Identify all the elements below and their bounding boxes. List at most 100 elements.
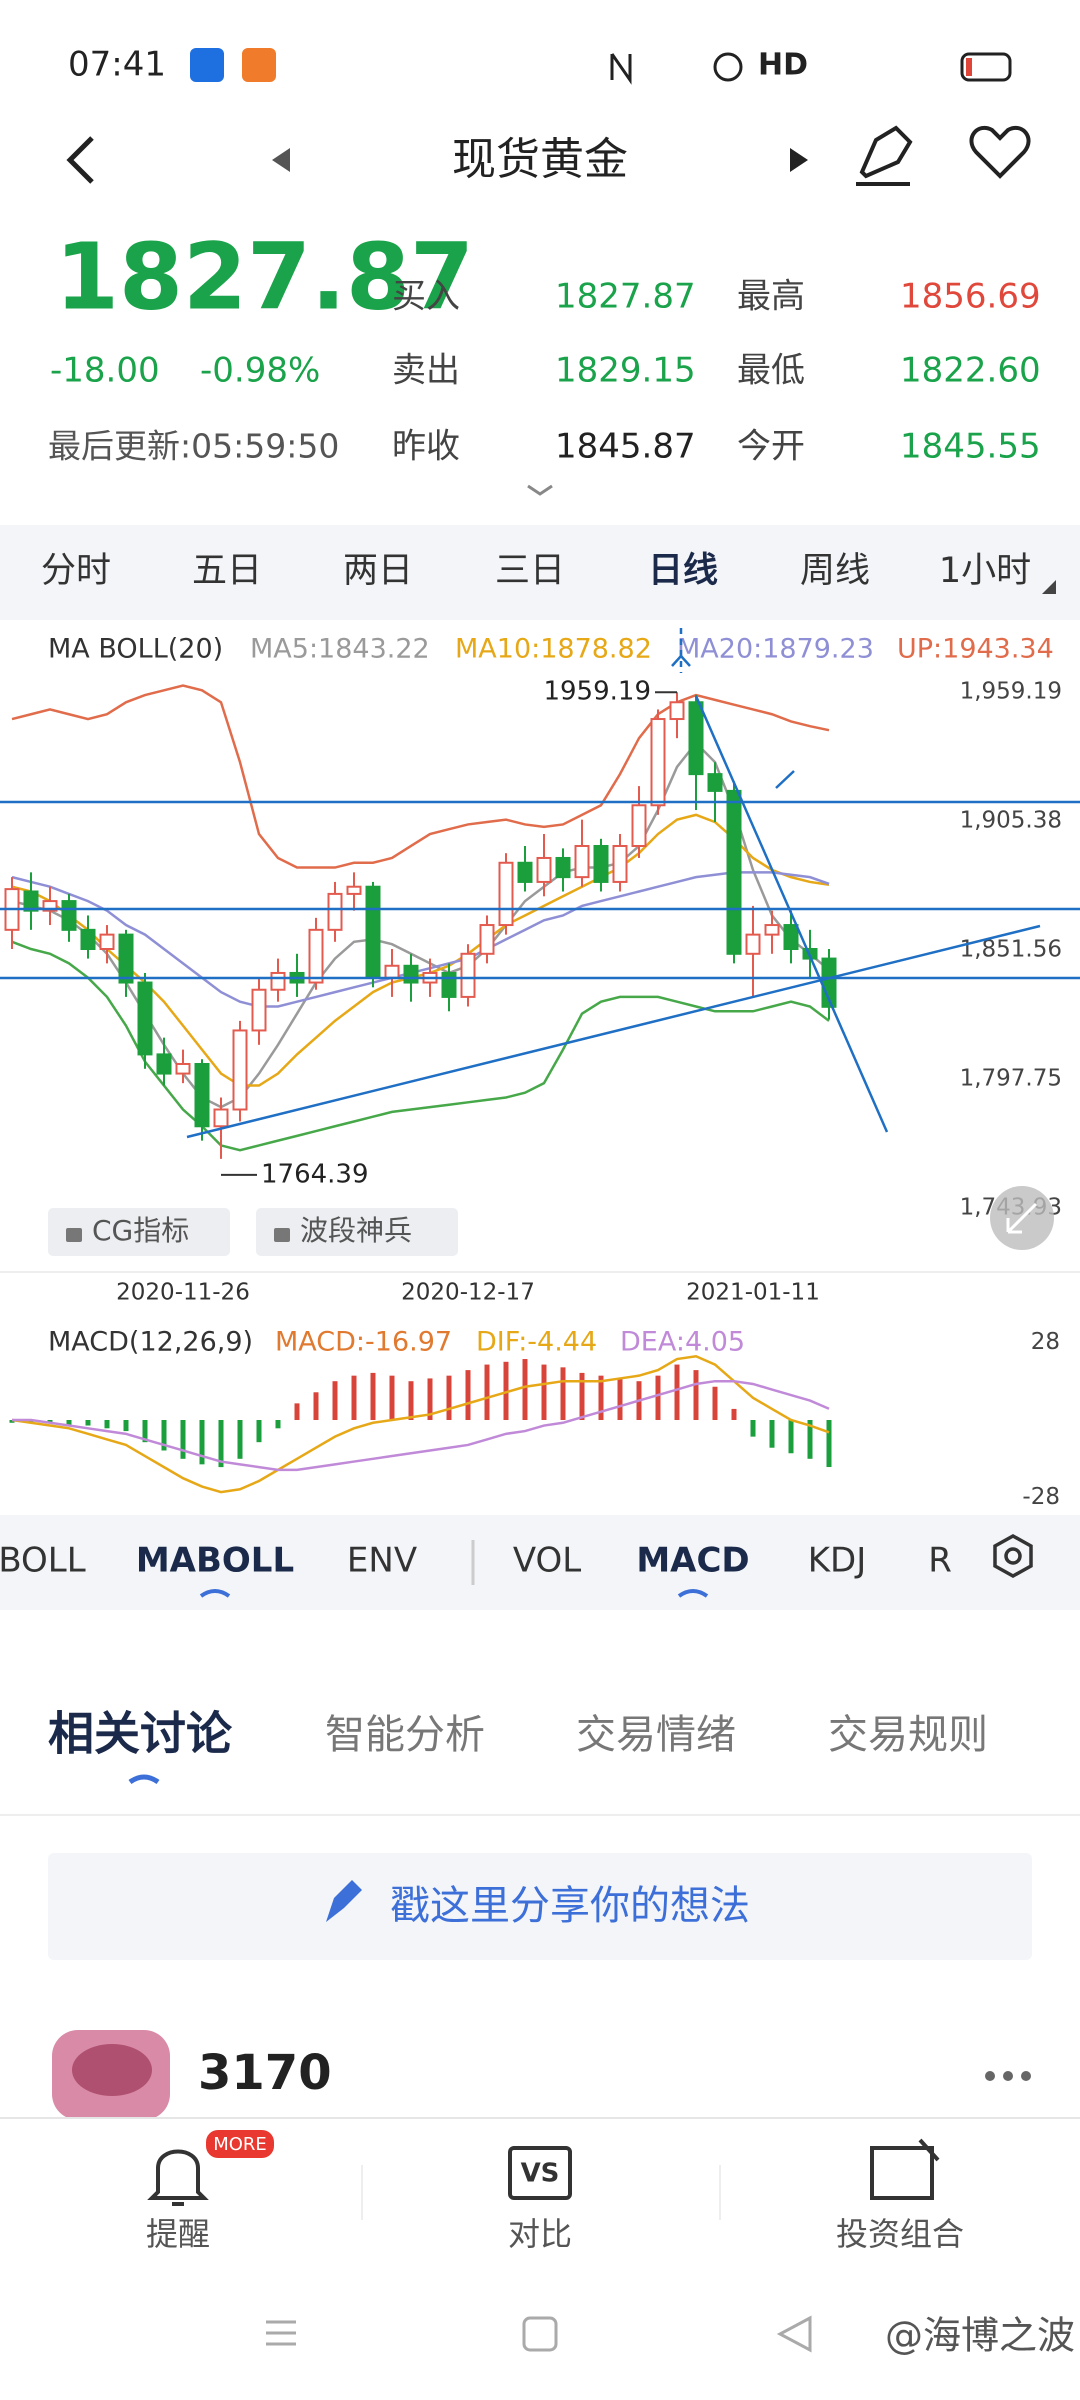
bottom-nav-items: 提醒 对比 投资组合: [146, 2215, 964, 2253]
back-button[interactable]: [66, 136, 94, 184]
bottom-nav: [0, 2118, 1080, 2303]
favorite-button[interactable]: [969, 126, 1031, 179]
compare-icon: [508, 2146, 572, 2200]
legend-entry: MA5:1843.22: [250, 634, 430, 665]
bottom-nav-label[interactable]: 对比: [508, 2215, 572, 2253]
macd-bar: [85, 1420, 91, 1426]
field-label: 今开: [737, 427, 805, 467]
candle-body: [612, 844, 628, 883]
candle-body: [137, 981, 153, 1056]
expand-toggle[interactable]: [527, 484, 553, 496]
indicator-button[interactable]: [256, 1208, 458, 1256]
period-tab[interactable]: 日线: [648, 551, 718, 591]
macd-bar: [541, 1364, 547, 1420]
period-tabs: 分时 五日 两日 三日 日线 周线 1小时: [41, 551, 1031, 591]
period-tab[interactable]: 1小时: [939, 551, 1031, 591]
battery-level: [966, 58, 972, 76]
settings-button[interactable]: [993, 1533, 1033, 1579]
macd-bar: [598, 1375, 604, 1420]
indicator-line: [11, 684, 830, 869]
candle-body: [156, 1053, 172, 1075]
macd-bar: [769, 1420, 775, 1448]
bottom-nav-label[interactable]: 投资组合: [836, 2215, 964, 2253]
badge: [206, 2130, 274, 2158]
bottom-nav-label[interactable]: 提醒: [146, 2215, 210, 2253]
x-tick-label: 2021-01-11: [686, 1280, 820, 1306]
candle-body: [194, 1062, 210, 1128]
discussion-tab[interactable]: 交易规则: [828, 1712, 988, 1758]
annotation: 1959.19: [543, 677, 651, 707]
candle-body: [346, 885, 362, 895]
candle-body: [118, 933, 134, 984]
candle-body: [555, 856, 571, 879]
candle-body: [61, 900, 77, 931]
candle-body: [764, 924, 780, 936]
app-icon: [190, 48, 224, 82]
macd-bar: [9, 1420, 15, 1423]
period-tab[interactable]: 两日: [343, 551, 413, 591]
macd-bar: [712, 1386, 718, 1420]
quote-fields: 买入 1827.87 卖出 1829.15 昨收 1845.87 最高 1856.69 最低 18…: [392, 277, 1041, 467]
period-tab[interactable]: 五日: [192, 551, 262, 591]
tab-indicator: [199, 1589, 231, 1598]
macd-bar: [693, 1370, 699, 1420]
macd-chart: MACD(12,26,9) MACD:-16.97 DIF:-4.44 DEA:4.0…: [9, 1327, 1060, 1510]
x-tick-label: 2020-11-26: [116, 1280, 250, 1306]
macd-bar: [826, 1420, 832, 1468]
macd-bar: [256, 1420, 262, 1443]
field-label: 昨收: [392, 427, 460, 467]
macd-bar: [807, 1420, 813, 1459]
macd-bar: [408, 1381, 414, 1420]
comment-input[interactable]: [48, 1853, 1032, 1960]
indicator-tab[interactable]: BOLL: [0, 1541, 86, 1581]
candle-body: [80, 928, 96, 950]
candle-body: [441, 971, 457, 998]
indicator-tab[interactable]: R: [928, 1541, 952, 1581]
discussion-tab[interactable]: 相关讨论: [48, 1707, 233, 1761]
discussion-tab[interactable]: 智能分析: [325, 1712, 485, 1758]
more-periods[interactable]: [1042, 580, 1056, 594]
more-button[interactable]: [985, 2071, 1031, 2081]
macd-bar: [199, 1420, 205, 1465]
period-tab[interactable]: 分时: [41, 551, 111, 591]
macd-bar: [788, 1420, 794, 1454]
indicator-tab[interactable]: MACD: [636, 1541, 749, 1581]
macd-bar: [465, 1370, 471, 1420]
indicator-tab[interactable]: VOL: [513, 1541, 581, 1581]
macd-bar: [28, 1420, 34, 1423]
macd-bar: [750, 1420, 756, 1437]
prev-button[interactable]: [272, 148, 290, 172]
macd-line: [12, 1379, 830, 1472]
post-user[interactable]: 3170: [198, 2045, 332, 2101]
edit-button[interactable]: [856, 125, 913, 186]
candle-body: [593, 844, 609, 883]
candle-body: [707, 773, 723, 792]
pencil-icon: [326, 1880, 362, 1922]
candle-body: [327, 892, 343, 931]
indicator-tab[interactable]: MABOLL: [136, 1541, 294, 1581]
period-tab[interactable]: 三日: [495, 551, 565, 591]
candle-body: [650, 718, 666, 807]
y-tick-label: 1,959.19: [960, 679, 1062, 705]
candle-body: [270, 971, 286, 991]
macd-bar: [275, 1420, 281, 1429]
indicator-tab[interactable]: ENV: [347, 1541, 417, 1581]
candle-body: [175, 1062, 191, 1075]
discussion-tab[interactable]: 交易情绪: [576, 1712, 736, 1758]
next-button[interactable]: [790, 148, 808, 172]
macd-bar: [370, 1372, 376, 1420]
period-tab[interactable]: 周线: [800, 551, 870, 591]
candle-body: [536, 856, 552, 883]
candle-body: [42, 900, 58, 912]
macd-bar: [180, 1420, 186, 1459]
macd-bar: [579, 1372, 585, 1420]
macd-bar: [674, 1364, 680, 1420]
candle-body: [213, 1108, 229, 1128]
indicator-button[interactable]: [48, 1208, 230, 1256]
indicator-tab[interactable]: KDJ: [808, 1541, 867, 1581]
field-label: 最低: [737, 351, 805, 391]
candle-body: [251, 988, 267, 1032]
legend-entry: MA20:1879.23: [677, 634, 874, 665]
candle-body: [384, 964, 400, 979]
